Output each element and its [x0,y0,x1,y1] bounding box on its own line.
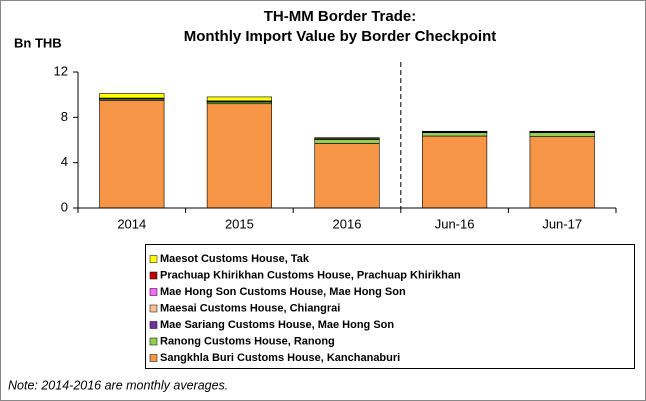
bar-segment [529,130,595,133]
y-tick-label: 12 [54,63,68,78]
bar-segment [422,135,488,209]
y-axis-label: Bn THB [14,35,62,50]
legend-swatch [149,321,158,329]
bar-segment [529,136,595,209]
bar-segment [314,137,380,139]
legend-box [145,244,635,369]
chart-title: TH-MM Border Trade: [264,8,417,25]
legend-swatch [149,354,158,362]
bar-segment [314,139,380,144]
legend-swatch [149,304,158,313]
bar-segment [422,130,488,133]
x-tick-label: Jun-17 [542,216,582,231]
legend-swatch [149,288,158,296]
x-tick-label: 2016 [333,216,362,231]
bar-segment [206,96,272,102]
legend-label: Maesot Customs House, Tak [160,253,310,265]
legend-swatch [149,271,158,280]
legend-label: Mae Hong Son Customs House, Mae Hong Son [160,286,406,298]
legend-label: Maesai Customs House, Chiangrai [160,302,340,314]
bar-segment [314,143,380,209]
bar-segment [529,132,595,137]
y-tick-label: 0 [61,199,68,214]
legend-label: Ranong Customs House, Ranong [160,335,335,347]
bar-segment [99,93,165,99]
bar-segment [422,132,488,137]
y-tick-label: 8 [61,109,68,124]
legend-swatch [149,337,158,346]
bar-segment [99,100,165,209]
legend-label: Prachuap Khirikhan Customs House, Prachu… [160,269,461,281]
legend-label: Sangkhla Buri Customs House, Kanchanabur… [160,352,400,364]
note: Note: 2014-2016 are monthly averages. [8,378,228,392]
x-tick-label: 2014 [117,216,146,231]
legend-label: Mae Sariang Customs House, Mae Hong Son [160,319,394,331]
bar-segment [206,103,272,209]
chart-subtitle: Monthly Import Value by Border Checkpoin… [184,28,497,45]
legend-swatch [149,255,158,263]
y-tick-label: 4 [61,154,68,169]
x-tick-label: 2015 [225,216,254,231]
x-tick-label: Jun-16 [435,216,475,231]
